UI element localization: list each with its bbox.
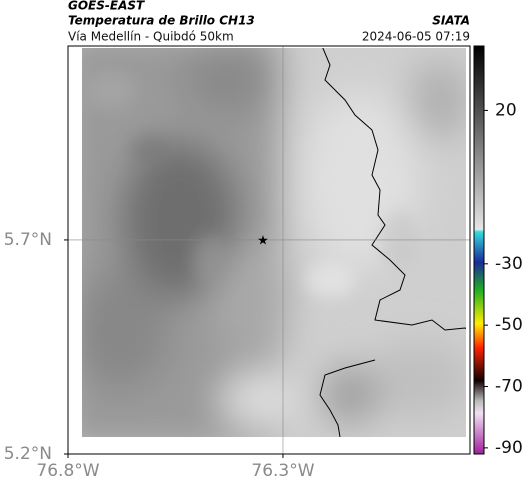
- lon-tick-label: 76.3°W: [251, 461, 314, 481]
- colorbar-tick-label: -70: [495, 377, 523, 397]
- colorbar-tick-label: -30: [495, 254, 523, 274]
- lat-tick-label: 5.7°N: [4, 230, 52, 250]
- satellite-image: [82, 48, 466, 437]
- colorbar-tick-label: -90: [495, 438, 523, 458]
- location: Vía Medellín - Quibdó 50km: [68, 30, 234, 44]
- border: [322, 48, 466, 331]
- colorbar: [473, 45, 485, 455]
- map-frame: [67, 45, 471, 455]
- source: SIATA: [432, 14, 470, 28]
- colorbar-tick-label: 20: [495, 100, 517, 120]
- lon-tick-label: 76.8°W: [36, 461, 99, 481]
- satellite: GOES-EAST: [68, 0, 145, 13]
- datetime: 2024-06-05 07:19: [362, 30, 470, 44]
- location-marker: ★: [257, 234, 269, 249]
- lat-tick-label: 5.2°N: [4, 444, 52, 464]
- border: [319, 359, 376, 437]
- product: Temperatura de Brillo CH13: [68, 14, 255, 28]
- colorbar-tick-label: -50: [495, 315, 523, 335]
